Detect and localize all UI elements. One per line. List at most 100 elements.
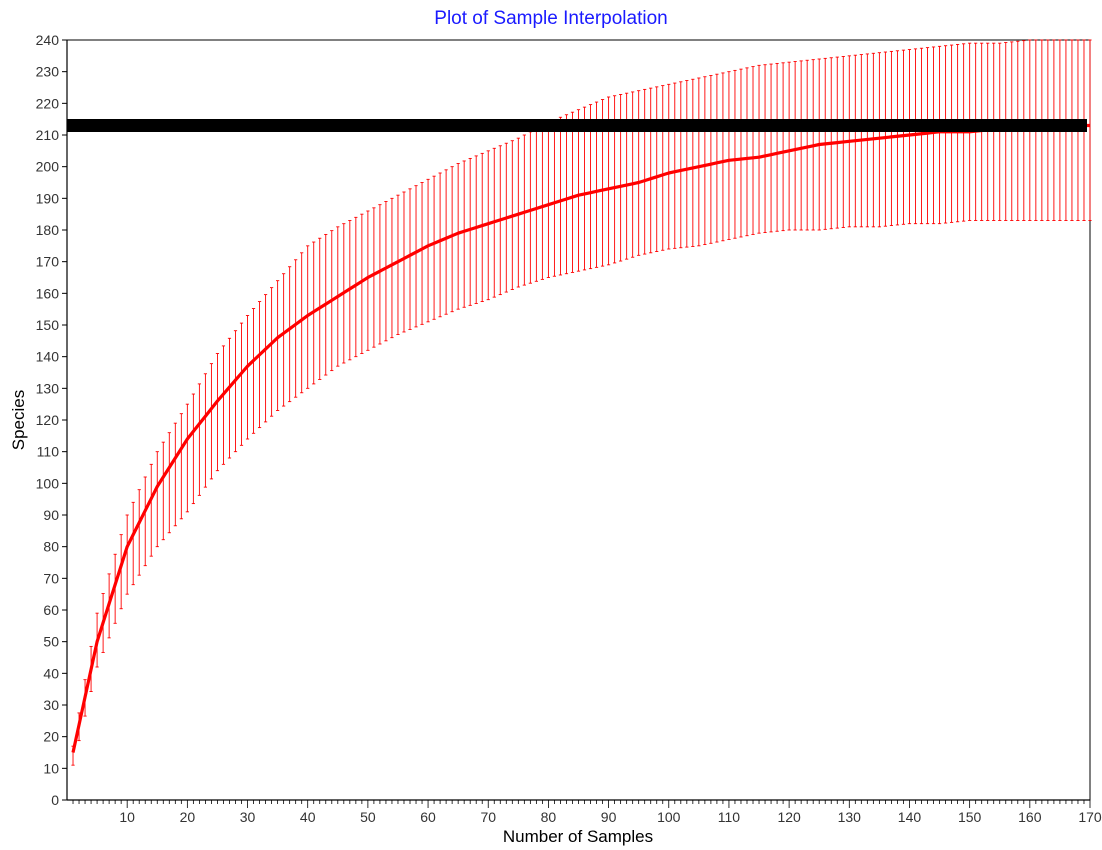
error-bar [558, 116, 563, 276]
error-bar [661, 85, 665, 251]
x-axis-ticks: 10 20 30 40 50 60 70 80 90 100 110 120 130 140 150 160 1… [119, 809, 1102, 825]
y-axis-label: Species [9, 390, 28, 450]
error-bar [173, 422, 177, 527]
error-bar [300, 252, 304, 394]
error-bar [522, 134, 526, 286]
x-tick-label: 20 [180, 809, 196, 825]
x-tick-label: 170 [1078, 809, 1102, 825]
error-bar [564, 114, 569, 275]
error-bar [444, 169, 448, 315]
error-bar [655, 86, 659, 252]
error-bar [137, 489, 141, 576]
error-bar [697, 77, 701, 247]
y-tick-label: 40 [43, 665, 59, 681]
y-tick-label: 210 [36, 127, 60, 143]
error-bar [185, 403, 189, 513]
y-tick-label: 220 [36, 95, 60, 111]
x-tick-label: 160 [1018, 809, 1042, 825]
error-bar [257, 301, 262, 429]
y-tick-label: 110 [37, 444, 60, 460]
y-tick-label: 30 [43, 697, 59, 713]
error-bar [1088, 39, 1092, 221]
y-tick-label: 0 [51, 792, 59, 808]
error-bar [781, 62, 785, 232]
error-bar [937, 45, 942, 225]
mean-line-group [71, 123, 1090, 753]
x-tick-label: 50 [360, 809, 376, 825]
error-bar [125, 514, 129, 595]
x-axis-label: Number of Samples [503, 827, 653, 846]
error-bar [420, 182, 424, 325]
y-tick-label: 200 [36, 159, 60, 175]
y-tick-label: 190 [36, 190, 60, 206]
error-bar [402, 191, 406, 333]
error-bar [270, 287, 274, 417]
error-bar [769, 63, 773, 233]
x-tick-label: 130 [838, 809, 862, 825]
error-bar [637, 90, 641, 256]
error-bar [745, 67, 749, 237]
error-bar [721, 72, 725, 242]
y-tick-label: 240 [36, 32, 60, 48]
error-bar [799, 60, 803, 231]
error-bar [757, 64, 761, 234]
error-bar [775, 62, 779, 232]
error-bar [643, 88, 647, 255]
error-bar [221, 345, 226, 465]
x-tick-label: 70 [480, 809, 496, 825]
error-bar [245, 315, 250, 440]
error-bar [119, 534, 123, 610]
y-tick-label: 10 [43, 760, 59, 776]
x-tick-label: 100 [657, 809, 681, 825]
x-tick-label: 120 [777, 809, 801, 825]
error-bar [390, 197, 394, 339]
y-tick-label: 140 [36, 349, 60, 365]
y-tick-label: 80 [43, 539, 59, 555]
error-bar [468, 157, 472, 306]
error-bar [913, 48, 918, 225]
error-bar [715, 73, 719, 243]
error-bar [360, 213, 364, 354]
x-tick-label: 10 [119, 809, 135, 825]
error-bar [787, 61, 791, 231]
error-bar [925, 47, 930, 225]
error-bar [227, 337, 232, 459]
x-tick-label: 140 [898, 809, 922, 825]
error-bar [384, 201, 388, 342]
error-bar [131, 501, 135, 586]
error-bar [414, 185, 418, 328]
y-tick-label: 130 [36, 380, 60, 396]
y-tick-label: 20 [43, 729, 59, 745]
error-bar [450, 166, 454, 313]
error-bar [763, 64, 767, 233]
x-tick-label: 80 [541, 809, 557, 825]
y-tick-label: 120 [36, 412, 60, 428]
error-bar [685, 80, 689, 248]
error-bar [143, 476, 147, 567]
y-tick-label: 150 [36, 317, 60, 333]
y-axis-ticks: 0 10 20 30 40 50 60 70 80 90 100 110 120 130 140 150 160… [36, 32, 67, 808]
error-bar [276, 280, 280, 411]
y-tick-label: 170 [36, 254, 60, 270]
error-bar [667, 83, 671, 250]
mean-species-line [71, 123, 1090, 753]
y-tick-label: 70 [43, 570, 59, 586]
error-bar [263, 294, 268, 423]
error-bar [372, 207, 376, 348]
error-bar [456, 163, 460, 310]
error-bar [215, 353, 220, 472]
x-tick-label: 150 [958, 809, 982, 825]
chart-title: Plot of Sample Interpolation [434, 8, 667, 29]
error-bar [179, 413, 183, 520]
error-bar [438, 172, 442, 318]
error-bar [480, 152, 484, 303]
error-bar [288, 266, 292, 403]
error-bar [155, 451, 159, 548]
error-bar [191, 393, 195, 505]
error-bar [949, 44, 954, 223]
error-bar [649, 87, 653, 254]
error-bar [709, 75, 713, 244]
y-tick-label: 180 [36, 222, 60, 238]
x-tick-label: 40 [300, 809, 316, 825]
